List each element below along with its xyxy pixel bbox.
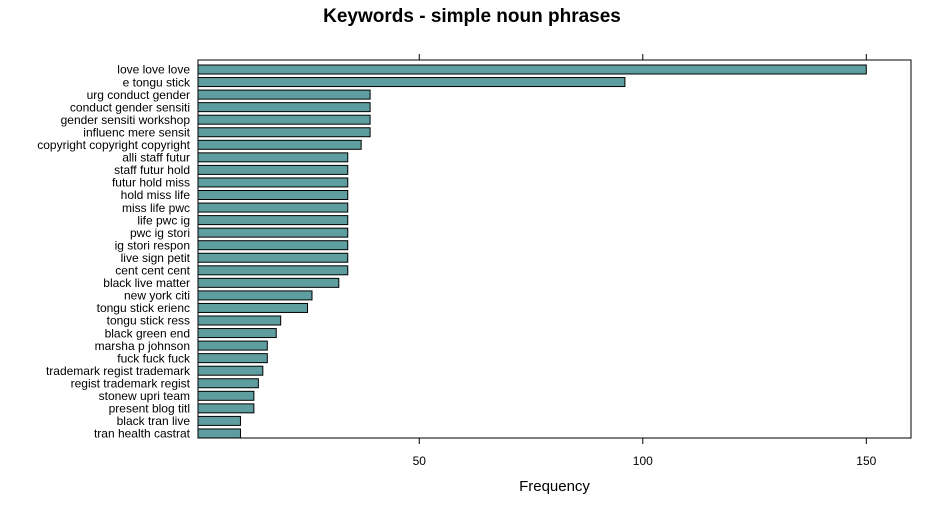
bar	[197, 252, 349, 263]
bar	[197, 328, 277, 339]
bar	[197, 114, 371, 125]
bar	[197, 227, 349, 238]
category-label: black tran live	[117, 414, 191, 428]
bar	[197, 428, 241, 439]
bar	[197, 164, 349, 175]
category-label: black green end	[105, 326, 190, 340]
x-axis-label: Frequency	[519, 478, 590, 495]
x-axis-ticks: 50 100 150	[413, 54, 877, 468]
category-label: urg conduct gender	[87, 88, 190, 102]
plot-frame	[197, 59, 912, 439]
category-label: black live matter	[103, 276, 190, 290]
bar	[197, 365, 264, 376]
bar	[197, 77, 626, 88]
bar	[197, 277, 340, 288]
bar	[197, 378, 259, 389]
category-label: life pwc ig	[137, 213, 190, 227]
x-tick-label: 100	[633, 454, 653, 468]
category-label: present blog titl	[109, 402, 190, 416]
bar	[197, 215, 349, 226]
category-label: futur hold miss	[112, 176, 190, 190]
category-label: e tongu stick	[123, 75, 191, 89]
bar	[197, 315, 282, 326]
category-label: copyright copyright copyright	[37, 138, 190, 152]
category-label: new york citi	[124, 289, 190, 303]
category-label: ig stori respon	[115, 238, 190, 252]
category-label: hold miss life	[121, 188, 191, 202]
bar	[197, 64, 867, 75]
bar	[197, 390, 255, 401]
category-label: tran health castrat	[94, 427, 191, 441]
bar	[197, 127, 371, 138]
bar	[197, 265, 349, 276]
category-label: cent cent cent	[115, 264, 190, 278]
x-tick-label: 50	[413, 454, 427, 468]
category-label: conduct gender sensiti	[70, 100, 190, 114]
category-label: influenc mere sensit	[83, 125, 190, 139]
bar	[197, 290, 313, 301]
bar	[197, 152, 349, 163]
category-label: love love love	[117, 63, 190, 77]
bar	[197, 403, 255, 414]
category-label: tongu stick ress	[107, 314, 190, 328]
category-label: tongu stick erienc	[97, 301, 190, 315]
chart-title: Keywords - simple noun phrases	[323, 6, 621, 27]
bar	[197, 240, 349, 251]
bars-layer	[197, 64, 867, 439]
bar	[197, 177, 349, 188]
bar	[197, 89, 371, 100]
bar	[197, 190, 349, 200]
bar	[197, 202, 349, 213]
category-label: live sign petit	[121, 251, 191, 265]
bar	[197, 340, 268, 351]
category-label: gender sensiti workshop	[61, 113, 191, 127]
category-label: alli staff futur	[122, 151, 190, 165]
category-label: stonew upri team	[99, 389, 190, 403]
category-label: staff futur hold	[114, 163, 190, 177]
bar	[197, 102, 371, 113]
category-label: fuck fuck fuck	[117, 351, 191, 365]
x-tick-label: 150	[856, 454, 876, 468]
category-label: marsha p johnson	[95, 339, 190, 353]
category-label: regist trademark regist	[71, 376, 191, 390]
category-label: pwc ig stori	[130, 226, 190, 240]
category-label: miss life pwc	[122, 201, 190, 215]
bar	[197, 302, 309, 313]
bar	[197, 353, 268, 364]
bar	[197, 415, 241, 426]
bar	[197, 139, 362, 150]
category-label: trademark regist trademark	[46, 364, 191, 378]
